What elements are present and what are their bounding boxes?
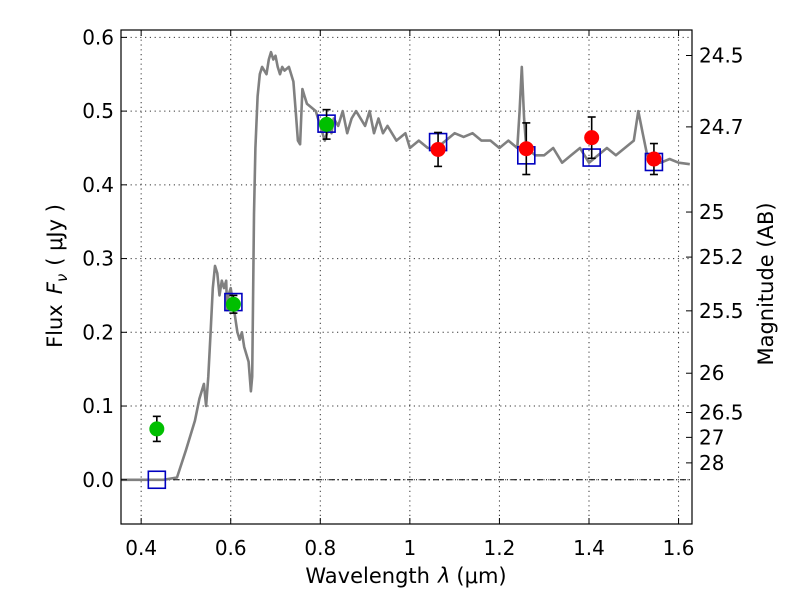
plot-frame xyxy=(120,29,693,525)
series-line xyxy=(121,50,690,482)
series-open-square xyxy=(147,114,664,490)
magnitude-tick-label: 26.5 xyxy=(699,401,744,425)
y-tick-label: 0.4 xyxy=(82,173,114,197)
model-photometry-square xyxy=(147,470,167,490)
x-tick-label: 1.4 xyxy=(573,536,605,560)
observed-flux-point xyxy=(518,141,534,157)
y-tick-label: 0.2 xyxy=(82,320,114,344)
x-axis: 0.4 0.6 0.8 1 1.2 1.4 1.6 xyxy=(125,30,694,560)
magnitude-tick-label: 26 xyxy=(699,361,724,385)
y-axis-label: FluxFν( μJy ) xyxy=(43,204,71,348)
data-series xyxy=(121,50,690,490)
y-tick-label: 0.6 xyxy=(82,25,114,49)
magnitude-tick-label: 24.7 xyxy=(699,115,744,139)
y-tick-label: 0.1 xyxy=(82,394,114,418)
sed-model-line xyxy=(121,50,690,482)
y-tick-label: 0.0 xyxy=(82,468,114,492)
magnitude-tick-label: 28 xyxy=(699,451,724,475)
x-tick-label: 0.4 xyxy=(125,536,157,560)
observed-flux-point xyxy=(646,151,662,167)
observed-flux-point xyxy=(430,141,446,157)
series-filled-circle xyxy=(430,116,662,176)
x-tick-label: 1.6 xyxy=(663,536,695,560)
magnitude-tick-label: 25 xyxy=(699,200,724,224)
x-tick-label: 0.6 xyxy=(215,536,247,560)
observed-flux-point xyxy=(149,421,165,437)
y-tick-label: 0.5 xyxy=(82,99,114,123)
y-axis-label-right: Magnitude (AB) xyxy=(754,202,778,365)
x-tick-label: 1.2 xyxy=(484,536,516,560)
magnitude-tick-label: 25.2 xyxy=(699,245,744,269)
y-axis-left: 0.0 0.1 0.2 0.3 0.4 0.5 0.6 xyxy=(82,25,127,492)
observed-flux-point xyxy=(225,296,241,312)
magnitude-tick-label: 27 xyxy=(699,425,724,449)
x-axis-label: Wavelength λ (μm) xyxy=(305,564,506,588)
magnitude-tick-label: 24.5 xyxy=(699,44,744,68)
observed-flux-point xyxy=(584,130,600,146)
y-tick-label: 0.3 xyxy=(82,247,114,271)
x-tick-label: 0.8 xyxy=(304,536,336,560)
x-tick-label: 1 xyxy=(403,536,416,560)
observed-flux-point xyxy=(319,116,335,132)
grid-lines xyxy=(121,30,692,524)
magnitude-tick-label: 25.5 xyxy=(699,299,744,323)
series-filled-circle xyxy=(149,108,335,443)
